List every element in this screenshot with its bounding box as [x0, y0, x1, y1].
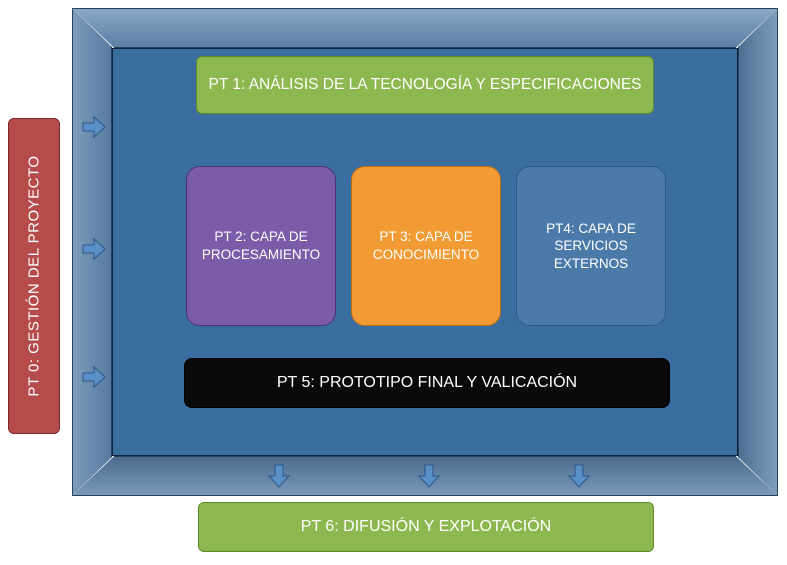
arrow-down-icon: [418, 464, 440, 488]
pt6-label: PT 6: DIFUSIÓN Y EXPLOTACIÓN: [301, 518, 551, 536]
arrow-right-icon: [82, 116, 106, 138]
arrow-down-icon: [568, 464, 590, 488]
arrow-right-icon: [82, 238, 106, 260]
pt3-label: PT 3: CAPA DE CONOCIMIENTO: [360, 228, 492, 263]
frame-bevel-top: [72, 8, 778, 48]
pt5-box: PT 5: PROTOTIPO FINAL Y VALICACIÓN: [184, 358, 670, 408]
pt0-label: PT 0: GESTIÓN DEL PROYECTO: [26, 155, 43, 396]
pt1-label: PT 1: ANÁLISIS DE LA TECNOLOGÍA Y ESPECI…: [208, 76, 641, 94]
pt3-box: PT 3: CAPA DE CONOCIMIENTO: [351, 166, 501, 326]
arrow-down-icon: [268, 464, 290, 488]
pt4-label: PT4: CAPA DE SERVICIOS EXTERNOS: [525, 220, 657, 273]
pt2-box: PT 2: CAPA DE PROCESAMIENTO: [186, 166, 336, 326]
pt4-box: PT4: CAPA DE SERVICIOS EXTERNOS: [516, 166, 666, 326]
middle-row: PT 2: CAPA DE PROCESAMIENTO PT 3: CAPA D…: [186, 166, 666, 326]
pt0-box: PT 0: GESTIÓN DEL PROYECTO: [8, 118, 60, 434]
pt2-label: PT 2: CAPA DE PROCESAMIENTO: [195, 228, 327, 263]
arrow-right-icon: [82, 366, 106, 388]
pt6-box: PT 6: DIFUSIÓN Y EXPLOTACIÓN: [198, 502, 654, 552]
pt1-box: PT 1: ANÁLISIS DE LA TECNOLOGÍA Y ESPECI…: [196, 56, 654, 114]
diagram-root: PT 0: GESTIÓN DEL PROYECTO PT 1: ANÁLISI…: [0, 0, 787, 565]
pt5-label: PT 5: PROTOTIPO FINAL Y VALICACIÓN: [277, 374, 577, 392]
frame-bevel-right: [738, 8, 778, 496]
